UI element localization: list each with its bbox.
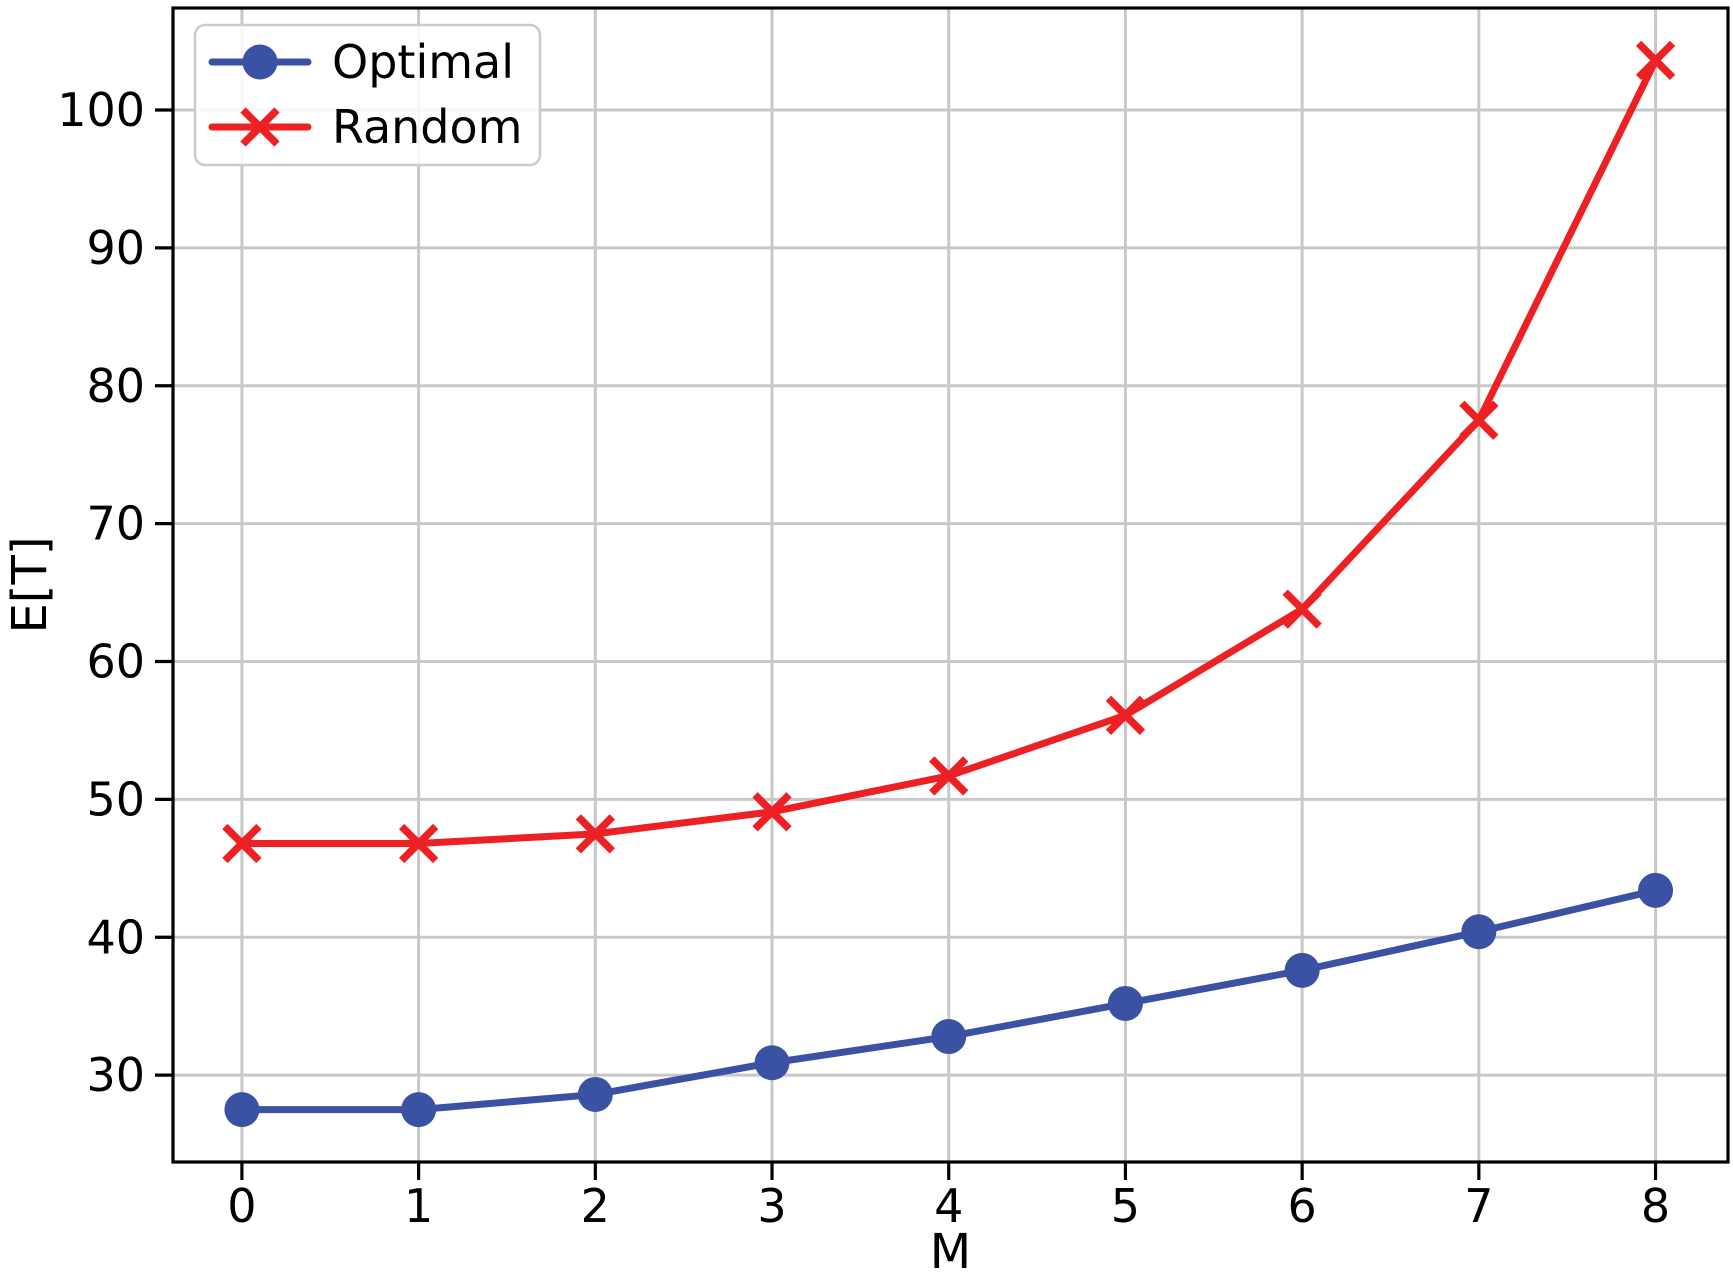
marker-circle-0-5 bbox=[1107, 985, 1143, 1021]
marker-x-1-3 bbox=[752, 792, 792, 832]
y-tick-label-0: 30 bbox=[86, 1048, 145, 1102]
marker-circle-0-6 bbox=[1284, 952, 1320, 988]
marker-circle-0-8 bbox=[1638, 872, 1674, 908]
x-tick-label-4: 4 bbox=[934, 1179, 963, 1233]
series-random bbox=[222, 40, 1676, 864]
x-tick-label-5: 5 bbox=[1111, 1179, 1140, 1233]
legend-label-random: Random bbox=[332, 100, 522, 154]
y-tick-label-7: 100 bbox=[57, 83, 145, 137]
marker-x-1-6 bbox=[1282, 589, 1322, 629]
marker-circle-0-3 bbox=[754, 1045, 790, 1081]
y-tick-label-2: 50 bbox=[86, 772, 145, 826]
marker-circle-0-4 bbox=[931, 1019, 967, 1055]
x-tick-label-6: 6 bbox=[1288, 1179, 1317, 1233]
marker-circle-0-7 bbox=[1461, 914, 1497, 950]
legend-label-optimal: Optimal bbox=[332, 35, 514, 89]
y-tick-label-4: 70 bbox=[86, 497, 145, 551]
marker-x-1-1 bbox=[398, 823, 439, 864]
marker-x-1-8 bbox=[1635, 40, 1676, 81]
legend-marker-x bbox=[240, 107, 280, 147]
grid bbox=[173, 8, 1728, 1162]
legend: Optimal Random bbox=[193, 23, 542, 167]
marker-circle-0-1 bbox=[401, 1092, 437, 1128]
y-axis-label: E[T] bbox=[2, 536, 58, 633]
axis-ticks bbox=[155, 108, 1658, 1180]
legend-entry-random: Random bbox=[208, 100, 522, 154]
marker-x-1-2 bbox=[575, 814, 615, 854]
y-tick-label-1: 40 bbox=[86, 910, 145, 964]
marker-x-1-0 bbox=[222, 823, 262, 864]
y-tick-label-6: 90 bbox=[86, 221, 145, 275]
y-tick-label-3: 60 bbox=[86, 635, 145, 689]
tick-labels: 0 1 2 3 4 5 6 7 8 30 40 50 60 70 80 90 100 bbox=[57, 83, 1670, 1233]
x-tick-label-2: 2 bbox=[581, 1179, 610, 1233]
x-tick-label-0: 0 bbox=[227, 1179, 256, 1233]
legend-entry-optimal: Optimal bbox=[208, 35, 514, 89]
marker-x-1-4 bbox=[929, 756, 969, 796]
marker-circle-0-0 bbox=[224, 1092, 260, 1128]
marker-x-1-5 bbox=[1105, 695, 1146, 735]
legend-marker-circle bbox=[242, 44, 278, 80]
x-tick-label-8: 8 bbox=[1641, 1179, 1670, 1233]
x-tick-label-1: 1 bbox=[404, 1179, 433, 1233]
y-tick-label-5: 80 bbox=[86, 359, 145, 413]
series-optimal bbox=[224, 872, 1674, 1128]
x-tick-label-3: 3 bbox=[757, 1179, 786, 1233]
x-tick-label-7: 7 bbox=[1464, 1179, 1493, 1233]
x-axis-label: M bbox=[930, 1224, 971, 1280]
plot-border bbox=[171, 6, 1730, 1164]
marker-x-1-7 bbox=[1459, 400, 1499, 440]
marker-circle-0-2 bbox=[577, 1076, 613, 1112]
